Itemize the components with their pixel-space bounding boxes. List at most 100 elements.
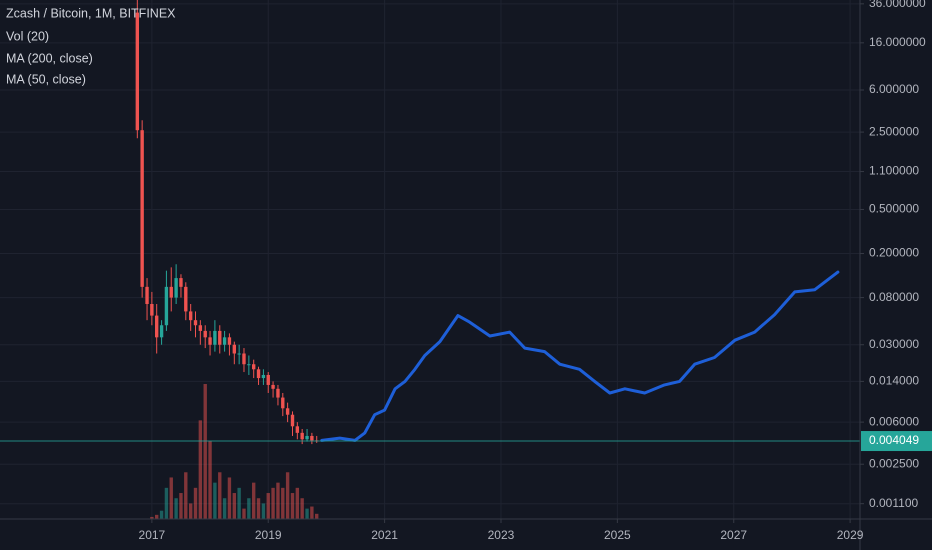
x-tick-label: 2029: [837, 528, 864, 542]
candle-body: [256, 369, 261, 379]
candle-body: [281, 397, 285, 409]
x-tick-label: 2023: [488, 528, 515, 542]
volume-bar: [155, 514, 159, 519]
volume-bar: [174, 498, 178, 519]
x-tick-label: 2025: [604, 528, 631, 542]
volume-pane: [150, 384, 319, 519]
candle-body: [271, 384, 275, 389]
volume-bar: [271, 487, 275, 519]
volume-bar: [281, 487, 285, 519]
candle-body: [237, 353, 241, 355]
x-axis: 2017 2019 2021 2023 2025 2027 2029: [139, 519, 864, 542]
candle-body: [276, 388, 280, 398]
candle-body: [252, 364, 256, 370]
volume-bar: [310, 506, 314, 519]
candle-body: [179, 278, 183, 287]
volume-bar: [169, 477, 173, 519]
volume-bar: [252, 482, 256, 519]
y-tick-label: 0.014000: [869, 374, 919, 388]
candle-body: [305, 435, 309, 440]
volume-bar: [242, 508, 246, 519]
y-tick-label: 0.080000: [869, 290, 919, 304]
volume-bar: [198, 420, 203, 519]
y-tick-label: 0.500000: [869, 202, 919, 216]
y-tick-label: 6.000000: [869, 82, 919, 96]
volume-bar: [179, 493, 183, 519]
chart-title: Zcash / Bitcoin, 1M, BITFINEX: [6, 6, 176, 20]
volume-bar: [193, 487, 198, 519]
candle-body: [232, 344, 237, 354]
candle-body: [242, 353, 246, 365]
candle-body: [295, 426, 300, 433]
volume-bar: [222, 498, 227, 519]
x-tick-label: 2017: [139, 528, 166, 542]
candle-body: [290, 414, 295, 427]
volume-bar: [295, 487, 300, 519]
candle-body: [174, 278, 178, 298]
candle-body: [135, 12, 140, 131]
volume-bar: [237, 487, 241, 519]
volume-bar: [247, 498, 251, 519]
candle-body: [184, 286, 188, 312]
legend-entry: MA (200, close): [6, 51, 93, 65]
volume-bar: [232, 493, 237, 519]
legend-entry: Vol (20): [6, 29, 49, 43]
volume-bar: [276, 482, 280, 519]
volume-bar: [285, 472, 290, 519]
volume-bar: [150, 516, 154, 519]
y-tick-label: 0.030000: [869, 337, 919, 351]
y-tick-label: 36.000000: [869, 0, 926, 10]
volume-bar: [305, 508, 309, 519]
volume-bar: [256, 498, 261, 519]
y-tick-label: 0.002500: [869, 456, 919, 470]
volume-bar: [184, 472, 188, 519]
y-tick-label: 0.001100: [869, 496, 918, 510]
candle-body: [218, 330, 222, 345]
volume-bar: [266, 493, 270, 519]
volume-bar: [164, 487, 169, 519]
volume-bar: [315, 513, 319, 519]
candle-body: [193, 320, 198, 326]
candle-body: [285, 408, 290, 415]
plot-area: [0, 0, 860, 445]
candle-body: [208, 337, 212, 345]
candle-body: [150, 304, 154, 316]
candle-body: [169, 286, 173, 298]
legend-entry: MA (50, close): [6, 72, 86, 86]
candle-body: [164, 286, 169, 326]
volume-bar: [227, 477, 232, 519]
volume-bar: [203, 384, 207, 519]
y-tick-label: 0.200000: [869, 246, 919, 260]
y-tick-label: 16.000000: [869, 35, 926, 49]
volume-bar: [300, 498, 304, 519]
volume-bar: [290, 493, 295, 519]
volume-bar: [159, 510, 164, 519]
candle-body: [227, 337, 232, 345]
volume-bar: [261, 503, 266, 519]
volume-bar: [218, 472, 222, 519]
candle-body: [159, 325, 164, 338]
candle-body: [247, 364, 251, 366]
candle-body: [140, 130, 144, 287]
candle-body: [261, 374, 266, 379]
y-axis: 36.000000 16.000000 6.000000 2.500000 1.1000…: [860, 0, 932, 510]
x-tick-label: 2027: [720, 528, 747, 542]
candle-body: [310, 435, 314, 441]
volume-bar: [208, 441, 212, 519]
candle-body: [145, 286, 149, 305]
last-price-box: [861, 431, 932, 452]
candle-body: [213, 330, 217, 345]
candle-body: [222, 337, 227, 345]
x-tick-label: 2019: [255, 528, 282, 542]
candle-body: [203, 330, 207, 338]
volume-bar: [213, 482, 217, 519]
last-price-label: 0.004049: [869, 433, 919, 447]
y-tick-label: 1.100000: [869, 164, 919, 178]
ma-line: [320, 270, 840, 442]
candle-body: [155, 315, 159, 338]
y-tick-label: 0.006000: [869, 414, 919, 428]
candle-body: [266, 374, 270, 385]
candle-body: [300, 432, 304, 440]
